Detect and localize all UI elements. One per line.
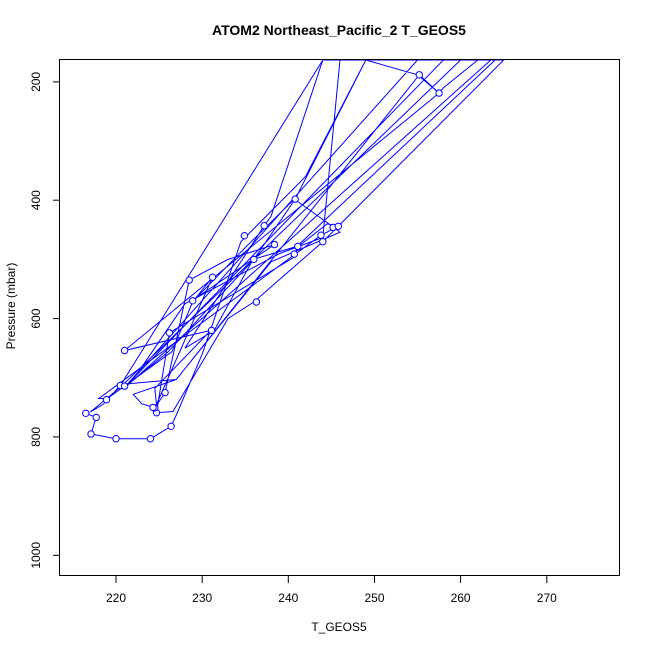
y-axis: 200 400 600 800 1000 (29, 72, 60, 569)
data-point (112, 435, 120, 443)
x-axis-label: T_GEOS5 (311, 620, 367, 634)
data-point (185, 276, 193, 284)
data-point (294, 242, 302, 251)
y-axis-label: Pressure (mbar) (4, 263, 18, 350)
data-point (435, 89, 443, 97)
x-tick-label: 270 (537, 591, 557, 605)
data-point (165, 329, 174, 337)
x-tick-label: 230 (192, 591, 212, 605)
x-tick-label: 220 (106, 591, 126, 605)
y-tick-label: 400 (29, 190, 43, 210)
y-tick-label: 1000 (29, 542, 43, 569)
data-point (252, 298, 261, 306)
y-tick-label: 200 (29, 72, 43, 92)
x-tick-label: 240 (278, 591, 298, 605)
y-tick-label: 600 (29, 308, 43, 328)
data-point (87, 430, 95, 438)
data-point (146, 435, 155, 443)
x-axis: 220 230 240 250 260 270 (106, 576, 557, 605)
data-point (208, 273, 217, 281)
data-point (167, 422, 175, 430)
marker-layer (82, 71, 443, 443)
data-point (120, 346, 129, 355)
data-point (207, 326, 216, 335)
chart-title: ATOM2 Northeast_Pacific_2 T_GEOS5 (212, 22, 466, 38)
data-point (240, 232, 249, 240)
data-point (149, 403, 157, 412)
data-point (290, 250, 298, 258)
plot-frame (59, 59, 620, 576)
data-point (161, 388, 169, 397)
data-point (102, 396, 111, 404)
data-point (189, 297, 197, 305)
x-tick-label: 250 (364, 591, 384, 605)
data-point (291, 195, 299, 203)
data-point (82, 409, 90, 417)
data-point (120, 382, 129, 390)
data-point (317, 231, 325, 239)
series-line (85, 60, 505, 440)
data-point (270, 240, 279, 249)
data-point (260, 222, 268, 230)
data-point (92, 413, 100, 422)
data-point (319, 238, 327, 246)
data-point (415, 71, 423, 79)
data-point (250, 255, 258, 264)
series-layer (85, 60, 505, 440)
data-point (334, 222, 342, 231)
y-tick-label: 800 (29, 427, 43, 447)
x-tick-label: 260 (451, 591, 471, 605)
